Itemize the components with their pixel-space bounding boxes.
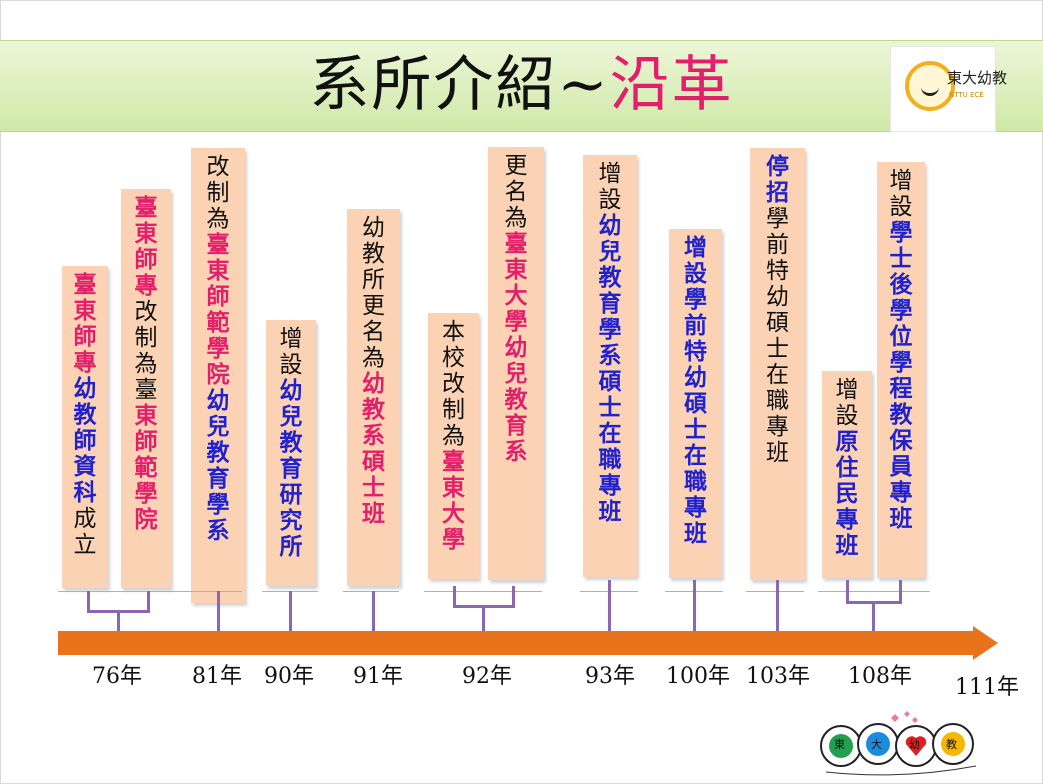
connector-stem: [872, 602, 875, 642]
card-baseline: [343, 591, 399, 592]
card-text-segment: 增設: [598, 161, 622, 213]
card-text-segment: 幼教師資科: [73, 375, 97, 506]
card-text: 停招學前特幼碩士在職專班: [765, 153, 791, 467]
timeline-card: 增設幼兒教育研究所: [266, 320, 316, 586]
connector-stem: [372, 591, 375, 642]
slide-title: 系所介紹~沿革: [0, 46, 1043, 124]
card-text-segment: 臺東師範學院: [206, 231, 230, 388]
timeline-card: 改制為臺東師範學院幼兒教育學系: [191, 148, 245, 603]
card-text: 本校改制為臺東大學: [441, 319, 467, 553]
timeline-card: 增設原住民專班: [822, 371, 872, 578]
logo-smile-icon: [921, 79, 939, 96]
card-text: 臺東師專幼教師資科成立: [72, 271, 98, 559]
card-baseline: [818, 591, 930, 592]
card-text: 增設學士後學位學程教保員專班: [888, 168, 914, 532]
card-text: 改制為臺東師範學院幼兒教育學系: [205, 154, 231, 544]
title-band: [0, 40, 1043, 132]
logo-subtext: NTTU ECE: [949, 91, 984, 99]
card-baseline: [186, 591, 242, 592]
footer-logo-char: 教: [946, 738, 957, 751]
year-label: 108年: [848, 664, 912, 689]
timeline-card: 增設學士後學位學程教保員專班: [877, 162, 925, 578]
card-text: 增設原住民專班: [834, 377, 860, 559]
card-text: 增設學前特幼碩士在職專班: [683, 235, 709, 547]
timeline-arrow: [58, 626, 998, 660]
card-text-segment: 臺東大學幼兒教育系: [504, 230, 528, 465]
title-accent: 沿革: [609, 50, 734, 120]
connector-bracket: [846, 580, 902, 604]
card-baseline: [58, 591, 186, 592]
department-logo: 東大幼教 NTTU ECE: [890, 46, 1007, 132]
timeline-card: 更名為臺東大學幼兒教育系: [488, 147, 544, 580]
card-text-segment: 停招: [766, 153, 789, 206]
card-text-segment: 幼教所更名為: [362, 215, 385, 371]
timeline-card: 臺東師專幼教師資科成立: [62, 266, 108, 588]
year-label: 100年: [666, 664, 730, 689]
connector-stem: [776, 580, 779, 642]
card-text-segment: 更名為: [504, 153, 528, 231]
footer-logo-char: 東: [834, 738, 845, 751]
logo-text: 東大幼教: [947, 69, 1008, 87]
connector-bracket: [87, 591, 150, 613]
logo-circle-icon: [905, 61, 955, 111]
card-text-segment: 增設: [835, 377, 859, 429]
card-text-segment: 學士後學位學程教保員專班: [889, 219, 913, 532]
connector-stem: [117, 612, 120, 642]
card-text-segment: 幼兒教育研究所: [279, 377, 303, 560]
card-text-segment: 增設學前特幼碩士在職專班: [684, 234, 707, 547]
footer-logo-char: 幼: [909, 738, 920, 751]
timeline-card: 幼教所更名為幼教系碩士班: [347, 209, 400, 586]
card-text: 更名為臺東大學幼兒教育系: [503, 153, 529, 465]
timeline-card: 停招學前特幼碩士在職專班: [750, 148, 805, 580]
card-text-segment: 臺東師專: [73, 271, 97, 376]
title-main: 系所介紹~: [309, 50, 610, 120]
connector-stem: [608, 580, 611, 642]
card-text: 增設幼兒教育學系碩士在職專班: [597, 161, 623, 525]
connector-stem: [289, 591, 292, 642]
card-text-segment: 臺東師專: [134, 194, 158, 299]
year-label: 93年: [585, 664, 635, 689]
timeline-card: 臺東師專改制為臺東師範學院: [121, 189, 171, 588]
card-text-segment: 東師範學院: [134, 402, 158, 533]
card-text: 幼教所更名為幼教系碩士班: [361, 215, 387, 527]
year-label: 103年: [746, 664, 810, 689]
card-text-segment: 臺東大學: [442, 448, 465, 553]
card-text: 增設幼兒教育研究所: [278, 326, 304, 560]
timeline-card: 增設學前特幼碩士在職專班: [669, 229, 722, 578]
year-label: 91年: [353, 664, 403, 689]
connector-bracket: [453, 586, 515, 608]
year-label: 76年: [92, 664, 142, 689]
year-label: 90年: [264, 664, 314, 689]
year-label: 81年: [192, 664, 242, 689]
timeline-card: 本校改制為臺東大學: [428, 313, 479, 579]
card-text-segment: 學前特幼碩士在職專班: [766, 206, 789, 466]
connector-stem: [217, 591, 220, 642]
card-baseline: [424, 591, 542, 592]
card-text-segment: 改制為: [206, 154, 230, 232]
timeline-card: 增設幼兒教育學系碩士在職專班: [583, 155, 637, 577]
card-text-segment: 原住民專班: [835, 428, 859, 559]
connector-stem: [482, 606, 485, 642]
year-label: 92年: [462, 664, 512, 689]
connector-stem: [693, 580, 696, 642]
card-text-segment: 幼兒教育學系碩士在職專班: [598, 212, 622, 525]
card-text-segment: 成立: [73, 506, 97, 558]
card-baseline: [746, 591, 804, 592]
card-text-segment: 增設: [279, 326, 303, 378]
card-text: 臺東師專改制為臺東師範學院: [133, 195, 159, 533]
card-text-segment: 幼兒教育學系: [206, 387, 230, 544]
footer-logo-icon: [820, 711, 977, 776]
footer-logo-char: 大: [871, 738, 882, 751]
card-text-segment: 本校改制為: [442, 319, 465, 449]
card-text-segment: 幼教系碩士班: [362, 370, 385, 527]
final-year-label: 111年: [955, 675, 1019, 700]
card-text-segment: 增設: [889, 168, 913, 220]
card-text-segment: 改制為臺: [134, 299, 158, 403]
